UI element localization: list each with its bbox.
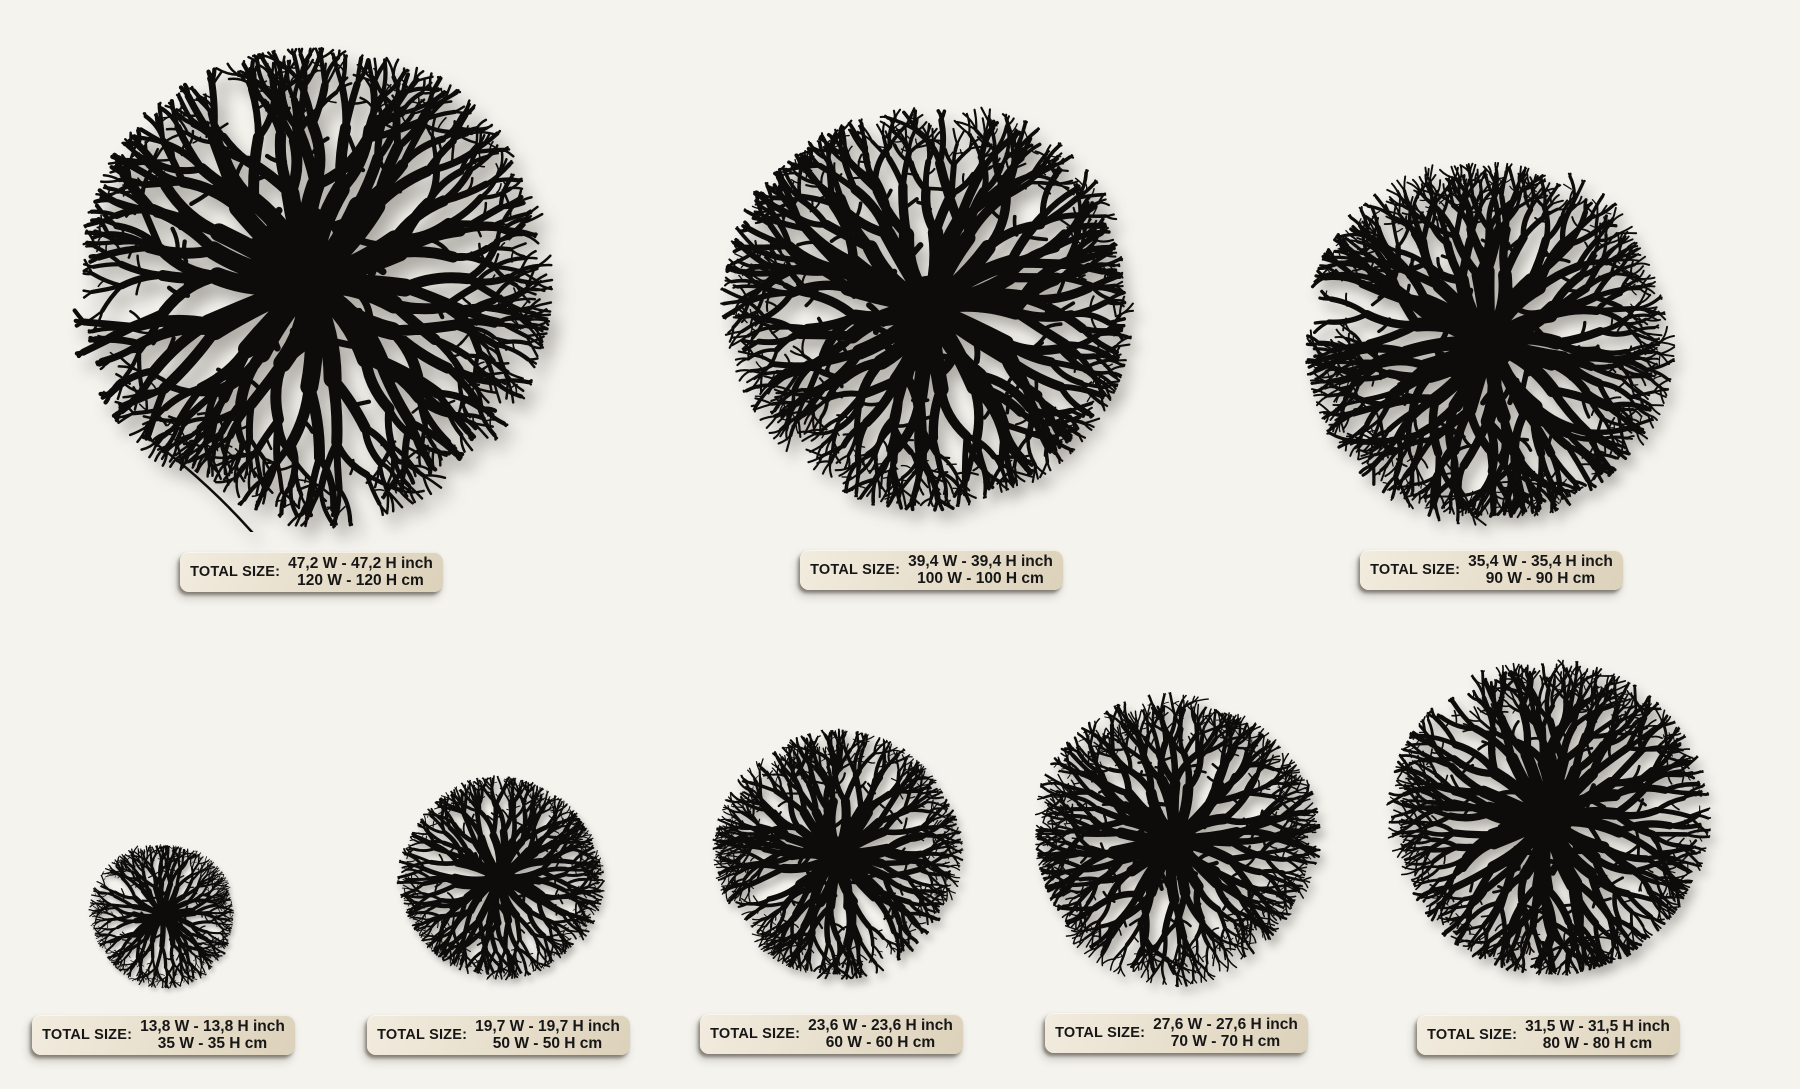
branch-cluster: [720, 106, 1135, 512]
size-tag: TOTAL SIZE: 13,8 W - 13,8 H inch 35 W - …: [32, 1015, 295, 1055]
branch-layer: [1034, 692, 1319, 988]
size-tag-label: TOTAL SIZE:: [1055, 1025, 1146, 1041]
size-inch-text: 35,4 W - 35,4 H inch: [1468, 552, 1613, 570]
size-tag-label: TOTAL SIZE:: [710, 1026, 801, 1042]
size-cm-text: 90 W - 90 H cm: [1485, 570, 1596, 587]
branch-layer: [1305, 161, 1676, 526]
branch-layer: [129, 119, 473, 463]
size-tag-dimensions: 19,7 W - 19,7 H inch 50 W - 50 H cm: [475, 1018, 620, 1053]
size-inch-text: 27,6 W - 27,6 H inch: [1153, 1015, 1298, 1033]
branch-layer: [1040, 700, 1317, 974]
branch-ball-art-50cm: [396, 775, 605, 981]
branch-layer: [712, 728, 964, 980]
branch-layer: [1107, 775, 1243, 905]
size-tag: TOTAL SIZE: 47,2 W - 47,2 H inch 120 W -…: [180, 552, 443, 592]
branch-cluster: [72, 46, 554, 532]
size-tag-dimensions: 47,2 W - 47,2 H inch 120 W - 120 H cm: [288, 555, 433, 590]
size-tag-label: TOTAL SIZE:: [190, 564, 281, 580]
branch-cluster: [712, 728, 964, 980]
branch-layer: [400, 775, 605, 981]
branch-cluster: [1386, 659, 1712, 976]
size-tag: TOTAL SIZE: 35,4 W - 35,4 H inch 90 W - …: [1360, 550, 1623, 590]
size-tag-dimensions: 39,4 W - 39,4 H inch 100 W - 100 H cm: [908, 553, 1053, 588]
branch-layer: [1040, 711, 1313, 972]
branch-layer: [718, 734, 955, 978]
branch-layer: [1308, 174, 1662, 515]
size-cm-text: 100 W - 100 H cm: [917, 570, 1044, 587]
branch-ball-art-70cm: [1034, 692, 1321, 988]
size-tag-label: TOTAL SIZE:: [810, 562, 901, 578]
size-cm-text: 120 W - 120 H cm: [297, 572, 424, 589]
branch-layer: [82, 46, 554, 532]
size-tag: TOTAL SIZE: 31,5 W - 31,5 H inch 80 W - …: [1417, 1015, 1680, 1055]
size-inch-text: 31,5 W - 31,5 H inch: [1525, 1017, 1670, 1035]
branch-ball-art-80cm: [1386, 659, 1712, 976]
size-tag: TOTAL SIZE: 39,4 W - 39,4 H inch 100 W -…: [800, 550, 1063, 590]
size-cm-text: 35 W - 35 H cm: [157, 1035, 268, 1052]
branch-layer: [421, 802, 576, 956]
size-tag-dimensions: 23,6 W - 23,6 H inch 60 W - 60 H cm: [808, 1017, 953, 1052]
size-tag-label: TOTAL SIZE:: [377, 1027, 468, 1043]
size-tag: TOTAL SIZE: 27,6 W - 27,6 H inch 70 W - …: [1045, 1013, 1308, 1053]
branch-layer: [131, 880, 198, 949]
size-inch-text: 13,8 W - 13,8 H inch: [140, 1017, 285, 1035]
size-cm-text: 60 W - 60 H cm: [825, 1034, 936, 1051]
branch-layer: [398, 779, 600, 979]
branch-cluster: [396, 775, 605, 981]
branch-layer: [90, 845, 232, 987]
branch-layer: [719, 740, 950, 975]
size-tag-dimensions: 27,6 W - 27,6 H inch 70 W - 70 H cm: [1153, 1016, 1298, 1051]
branch-ball-art-120cm: [72, 46, 554, 532]
branch-ball-art-90cm: [1305, 161, 1676, 526]
size-tag-dimensions: 35,4 W - 35,4 H inch 90 W - 90 H cm: [1468, 553, 1613, 588]
branch-cluster: [1034, 692, 1321, 988]
size-tag-label: TOTAL SIZE:: [1427, 1027, 1518, 1043]
size-tag-label: TOTAL SIZE:: [42, 1027, 133, 1043]
branch-layer: [1401, 673, 1701, 971]
size-inch-text: 47,2 W - 47,2 H inch: [288, 554, 433, 572]
size-tag-dimensions: 13,8 W - 13,8 H inch 35 W - 35 H cm: [140, 1018, 285, 1053]
size-cm-text: 70 W - 70 H cm: [1170, 1033, 1281, 1050]
size-cm-text: 80 W - 80 H cm: [1542, 1035, 1653, 1052]
branch-layer: [1389, 669, 1703, 972]
size-tag-dimensions: 31,5 W - 31,5 H inch 80 W - 80 H cm: [1525, 1018, 1670, 1053]
branch-layer: [199, 175, 414, 396]
branch-cluster: [88, 843, 234, 989]
branch-layer: [779, 796, 892, 911]
branch-ball-art-60cm: [712, 728, 964, 980]
size-tag-label: TOTAL SIZE:: [1370, 562, 1461, 578]
branch-layer: [77, 61, 530, 516]
size-tag: TOTAL SIZE: 23,6 W - 23,6 H inch 60 W - …: [700, 1014, 963, 1054]
size-inch-text: 39,4 W - 39,4 H inch: [908, 552, 1053, 570]
branch-layer: [727, 112, 1124, 508]
branch-ball-art-100cm: [720, 106, 1135, 512]
size-inch-text: 19,7 W - 19,7 H inch: [475, 1017, 620, 1035]
branch-ball-art-35cm: [88, 843, 234, 989]
branch-layer: [1434, 704, 1674, 937]
size-tag: TOTAL SIZE: 19,7 W - 19,7 H inch 50 W - …: [367, 1015, 630, 1055]
size-cm-text: 50 W - 50 H cm: [492, 1035, 603, 1052]
branch-layer: [1399, 264, 1570, 429]
branch-layer: [88, 843, 234, 989]
branch-cluster: [1305, 161, 1676, 526]
branch-layer: [95, 846, 231, 986]
size-inch-text: 23,6 W - 23,6 H inch: [808, 1016, 953, 1034]
